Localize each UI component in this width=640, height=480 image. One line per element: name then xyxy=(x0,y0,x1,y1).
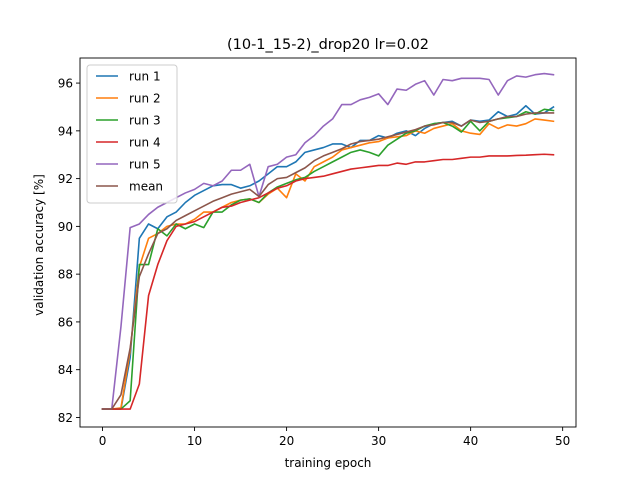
series-line-run-1 xyxy=(101,104,555,410)
legend-label-run-5: run 5 xyxy=(129,158,161,172)
series-line-run-5 xyxy=(101,72,555,410)
x-tick-label: 20 xyxy=(279,434,294,448)
legend-label-run-3: run 3 xyxy=(129,114,161,128)
legend-label-run-2: run 2 xyxy=(129,92,161,106)
y-tick-label: 92 xyxy=(58,172,73,186)
axes-frame xyxy=(79,57,577,428)
legend: run 1 run 2 run 3 run 4 run 5 mean xyxy=(86,64,178,204)
x-tick-label: 0 xyxy=(99,434,107,448)
legend-label-run-4: run 4 xyxy=(129,136,161,150)
series-line-run-3 xyxy=(101,108,555,410)
y-tick-label: 94 xyxy=(58,124,73,138)
legend-box xyxy=(86,64,178,204)
y-tick-label: 86 xyxy=(58,315,73,329)
x-tick-label: 40 xyxy=(463,434,478,448)
legend-label-mean: mean xyxy=(129,180,163,194)
y-tick-label: 90 xyxy=(58,220,73,234)
x-tick-label: 10 xyxy=(187,434,202,448)
y-tick-label: 84 xyxy=(58,363,73,377)
series-line-mean xyxy=(101,112,555,410)
chart-title: (10-1_15-2)_drop20 lr=0.02 xyxy=(227,37,429,53)
plot-area xyxy=(101,72,555,410)
y-tick-label: 96 xyxy=(58,77,73,91)
legend-label-run-1: run 1 xyxy=(129,70,161,84)
series-line-run-4 xyxy=(101,153,555,410)
y-axis-label: validation accuracy [%] xyxy=(32,174,46,316)
x-axis-label: training epoch xyxy=(285,456,372,470)
y-tick-label: 82 xyxy=(58,411,73,425)
x-tick-label: 30 xyxy=(371,434,386,448)
x-tick-label: 50 xyxy=(555,434,570,448)
y-tick-label: 88 xyxy=(58,268,73,282)
